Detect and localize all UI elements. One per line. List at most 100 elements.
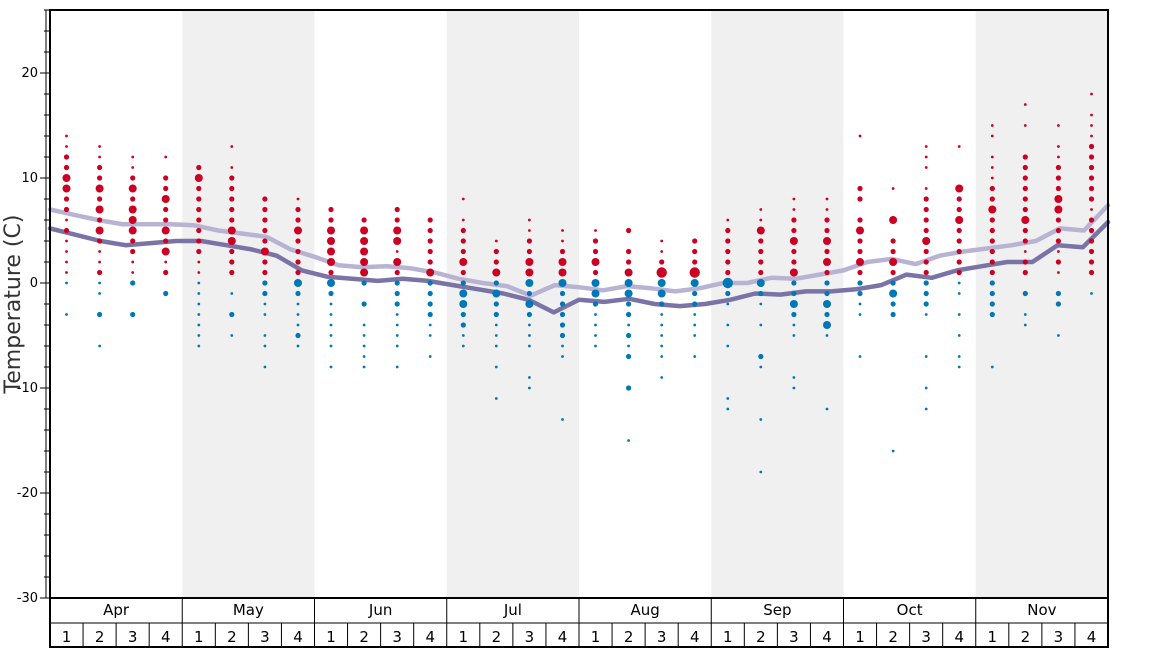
max-temp-dot xyxy=(63,164,70,171)
min-temp-dot xyxy=(263,365,267,369)
min-temp-dot xyxy=(197,313,201,316)
min-temp-dot xyxy=(626,353,632,360)
min-temp-dot xyxy=(759,365,763,369)
max-temp-dot xyxy=(327,237,335,245)
max-temp-dot xyxy=(230,166,234,169)
week-label: 4 xyxy=(558,628,568,646)
max-temp-dot xyxy=(1088,143,1095,150)
max-temp-dot xyxy=(128,184,137,193)
week-label: 1 xyxy=(591,628,601,646)
max-temp-dot xyxy=(394,206,400,213)
min-temp-dot xyxy=(525,279,534,287)
min-temp-dot xyxy=(857,290,863,297)
min-temp-dot xyxy=(327,279,335,287)
max-temp-dot xyxy=(1088,269,1095,276)
max-temp-dot xyxy=(196,206,202,213)
min-temp-dot xyxy=(263,334,267,337)
min-temp-dot xyxy=(395,365,399,369)
max-temp-dot xyxy=(1088,259,1095,265)
min-temp-dot xyxy=(989,280,995,286)
max-temp-dot xyxy=(528,218,531,222)
min-temp-dot xyxy=(924,386,928,390)
max-temp-dot xyxy=(558,268,567,277)
min-temp-dot xyxy=(923,301,929,307)
week-label: 3 xyxy=(128,628,138,646)
month-shade-band xyxy=(182,10,315,598)
max-temp-dot xyxy=(294,226,302,235)
month-label: May xyxy=(233,601,264,619)
max-temp-dot xyxy=(528,229,531,232)
max-temp-dot xyxy=(196,164,202,171)
min-temp-dot xyxy=(726,323,730,327)
min-temp-dot xyxy=(427,301,433,307)
max-temp-dot xyxy=(725,259,731,265)
max-temp-dot xyxy=(956,196,962,202)
max-temp-dot xyxy=(393,237,402,245)
max-temp-dot xyxy=(262,217,268,223)
week-label: 2 xyxy=(492,628,502,646)
max-temp-dot xyxy=(1088,248,1095,255)
min-temp-dot xyxy=(559,311,566,318)
max-temp-dot xyxy=(990,155,994,159)
max-temp-dot xyxy=(262,206,268,213)
max-temp-dot xyxy=(394,269,400,276)
max-temp-dot xyxy=(1023,124,1027,127)
max-temp-dot xyxy=(725,269,731,276)
max-temp-dot xyxy=(592,238,599,244)
max-temp-dot xyxy=(989,185,995,192)
max-temp-dot xyxy=(756,226,765,235)
min-temp-dot xyxy=(528,386,531,390)
max-temp-dot xyxy=(592,269,599,276)
max-temp-dot xyxy=(559,248,566,255)
week-label: 3 xyxy=(789,628,799,646)
min-temp-dot xyxy=(362,323,366,327)
max-temp-dot xyxy=(295,269,301,276)
max-temp-dot xyxy=(1088,164,1095,171)
min-temp-dot xyxy=(460,311,466,318)
max-temp-dot xyxy=(689,267,700,278)
min-temp-dot xyxy=(97,311,103,318)
max-temp-dot xyxy=(97,217,103,223)
max-temp-dot xyxy=(360,268,369,277)
min-temp-dot xyxy=(329,365,333,369)
min-temp-dot xyxy=(627,439,630,442)
max-temp-dot xyxy=(427,248,433,255)
max-temp-dot xyxy=(823,258,831,266)
max-temp-dot xyxy=(1088,175,1095,181)
min-temp-dot xyxy=(759,302,763,306)
min-temp-dot xyxy=(626,311,632,318)
y-tick-label: 20 xyxy=(21,66,38,81)
min-temp-dot xyxy=(559,290,566,297)
max-temp-dot xyxy=(494,239,498,243)
min-temp-dot xyxy=(692,301,698,307)
month-label: Oct xyxy=(897,601,923,619)
max-temp-dot xyxy=(857,196,863,202)
max-temp-dot xyxy=(660,239,664,243)
max-temp-dot xyxy=(956,227,962,234)
min-temp-dot xyxy=(823,321,831,329)
min-temp-dot xyxy=(889,289,898,298)
min-temp-dot xyxy=(989,301,995,307)
max-temp-dot xyxy=(1055,175,1061,181)
min-temp-dot xyxy=(726,397,730,400)
max-temp-dot xyxy=(65,218,68,222)
week-label: 4 xyxy=(161,628,171,646)
max-temp-dot xyxy=(327,226,335,235)
trend-lines xyxy=(47,203,1111,315)
min-temp-dot xyxy=(362,355,366,358)
max-temp-dot xyxy=(296,197,300,201)
max-temp-dot xyxy=(922,237,931,245)
min-temp-dot xyxy=(957,334,961,337)
max-temp-dot xyxy=(161,226,170,235)
min-temp-dot xyxy=(528,334,531,337)
max-temp-dot xyxy=(956,238,962,244)
max-temp-dot xyxy=(461,197,465,201)
min-temp-dot xyxy=(792,334,796,337)
max-temp-dot xyxy=(1088,238,1095,244)
max-temp-dot xyxy=(130,238,136,244)
max-temp-dot xyxy=(229,185,235,192)
max-temp-dot xyxy=(924,145,928,148)
min-temp-dot xyxy=(957,355,961,358)
week-label: 2 xyxy=(624,628,634,646)
